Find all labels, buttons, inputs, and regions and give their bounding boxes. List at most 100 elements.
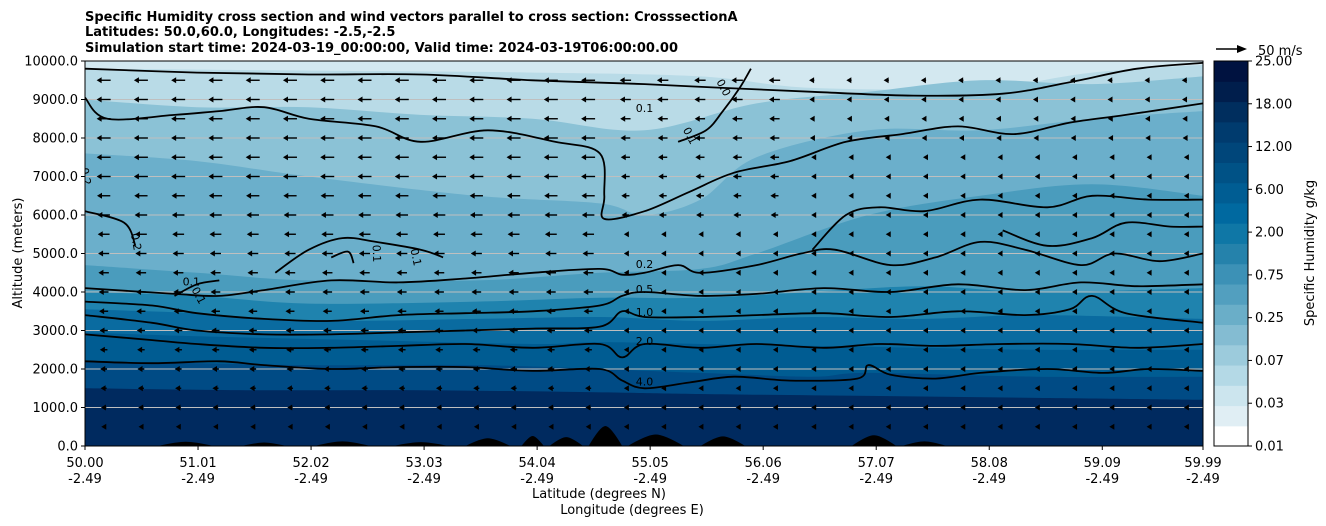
wind-vector (1146, 346, 1152, 353)
wind-vector (287, 423, 293, 430)
wind-vector (509, 346, 518, 353)
wind-vector-head (357, 96, 363, 103)
wind-vector-head (1033, 135, 1039, 141)
wind-vector (510, 404, 517, 411)
wind-vector-head (245, 96, 251, 103)
wind-vector-head (772, 250, 778, 257)
wind-vector (772, 366, 778, 372)
wind-vector (1146, 289, 1152, 295)
wind-vector (213, 423, 219, 430)
wind-vector-head (656, 77, 662, 84)
wind-vector-head (732, 135, 738, 141)
wind-vector (1146, 212, 1152, 218)
wind-vector (211, 327, 220, 334)
wind-vector (658, 192, 667, 199)
wind-vector-head (1070, 135, 1076, 141)
wind-vector (735, 346, 741, 353)
x-tick-label-latitude: 52.02 (292, 456, 329, 471)
wind-vector-head (848, 404, 854, 411)
wind-vector-head (358, 231, 364, 238)
wind-vector (247, 269, 258, 276)
wind-vector-head (657, 96, 663, 103)
wind-vector-head (469, 173, 475, 180)
wind-vector (1182, 96, 1188, 103)
wind-vector (360, 346, 369, 353)
wind-vector-head (581, 135, 587, 141)
wind-vector-head (1183, 404, 1189, 411)
wind-vector-head (848, 250, 854, 257)
wind-vector (661, 404, 667, 411)
wind-vector (621, 192, 630, 199)
wind-vector-head (811, 250, 817, 257)
terrain (521, 435, 544, 446)
wind-vector-head (510, 385, 516, 392)
wind-vector (285, 327, 295, 334)
wind-vector (1109, 366, 1115, 372)
wind-vector-head (658, 154, 664, 161)
wind-vector-head (100, 366, 106, 372)
wind-vector-head (358, 250, 364, 257)
wind-vector-head (208, 96, 214, 103)
wind-vector (1070, 96, 1076, 103)
wind-vector-head (923, 269, 928, 276)
wind-vector-head (320, 192, 326, 199)
wind-vector-head (246, 212, 252, 218)
colorbar-swatch (1214, 344, 1248, 366)
wind-vector-head (657, 115, 663, 122)
wind-vector-head (397, 308, 403, 315)
wind-vector (848, 212, 854, 218)
wind-vector (472, 346, 481, 353)
wind-vector (584, 346, 592, 353)
wind-vector-head (284, 269, 290, 276)
wind-vector-head (621, 173, 627, 180)
wind-vector (698, 289, 704, 295)
wind-vector (175, 423, 181, 430)
wind-vector (100, 404, 107, 411)
wind-vector (171, 192, 185, 199)
wind-vector (433, 231, 445, 238)
wind-vector (995, 96, 1001, 103)
wind-vector (1109, 212, 1115, 218)
wind-vector-head (809, 96, 815, 103)
wind-vector (432, 192, 446, 199)
wind-vector (435, 385, 443, 392)
wind-vector (210, 289, 221, 295)
colorbar-frame (1213, 60, 1249, 447)
wind-vector (923, 269, 928, 276)
y-tick-label: 3000.0 (33, 324, 79, 339)
wind-vector (394, 77, 409, 84)
wind-vector (997, 308, 1003, 315)
wind-vector (811, 346, 817, 353)
wind-vector-head (583, 327, 589, 334)
wind-vector-head (287, 423, 293, 430)
wind-vector (846, 77, 852, 84)
wind-vector-head (1072, 154, 1078, 161)
wind-vector (1181, 77, 1187, 84)
wind-vector-head (246, 192, 252, 199)
wind-vector (506, 154, 521, 161)
wind-vector-head (282, 154, 288, 161)
wind-vector (506, 115, 521, 122)
wind-vector-head (508, 289, 514, 295)
wind-vector (1033, 135, 1039, 141)
wind-vector-head (583, 289, 589, 295)
wind-vector (960, 231, 966, 238)
wind-vector-head (96, 135, 102, 141)
wind-vector-head (923, 346, 928, 353)
wind-vector-head (960, 154, 966, 161)
colorbar-tick-label: 0.25 (1255, 311, 1284, 326)
colorbar-swatch (1214, 202, 1248, 224)
wind-vector-head (100, 385, 106, 392)
wind-vector-head (1033, 115, 1039, 122)
wind-vector (960, 308, 966, 315)
wind-vector-head (772, 423, 778, 430)
wind-vector (661, 308, 667, 315)
wind-vector-head (1144, 77, 1150, 84)
title-line-3: Simulation start time: 2024-03-19_00:00:… (85, 41, 678, 56)
wind-vector-head (997, 154, 1003, 161)
wind-vector (1183, 327, 1189, 334)
wind-vector-head (661, 404, 667, 411)
wind-vector (811, 212, 817, 218)
wind-vector-head (1034, 327, 1040, 334)
wind-vector-head (620, 154, 626, 161)
